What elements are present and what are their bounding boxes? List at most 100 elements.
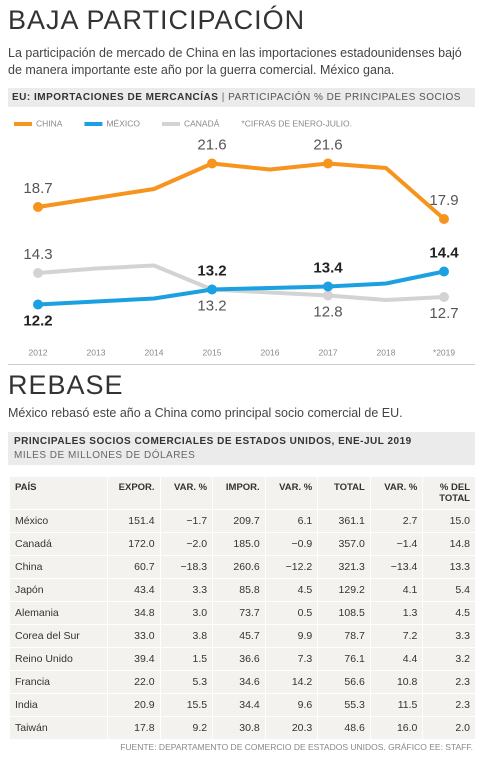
table-row: Canadá 172.0 −2.0 185.0 −0.9 357.0 −1.4 14.8 (10, 533, 476, 556)
cell: −2.0 (160, 533, 214, 556)
table-row: China 60.7 −18.3 260.6 −12.2 321.3 −13.4 13.3 (10, 556, 476, 579)
cell: 7.2 (370, 625, 424, 648)
cell: 2.3 (423, 671, 476, 694)
cell: 5.3 (160, 671, 214, 694)
point (323, 158, 333, 169)
x-tick-label: *2019 (433, 347, 455, 357)
table-subtitle: MILES DE MILLONES DE DÓLARES (14, 450, 196, 461)
column-header: % DEL TOTAL (423, 477, 476, 510)
cell: 0.5 (265, 602, 319, 625)
value-label: 14.3 (23, 246, 52, 263)
cell: 34.6 (213, 671, 266, 694)
column-header: TOTAL (318, 477, 371, 510)
point (439, 266, 449, 277)
cell: Francia (10, 671, 108, 694)
cell: 13.3 (423, 556, 476, 579)
cell: China (10, 556, 108, 579)
section-text: México rebasó este año a China como prin… (8, 406, 403, 420)
cell: 43.4 (108, 579, 161, 602)
cell: 7.3 (265, 648, 319, 671)
x-tick-label: 2017 (319, 347, 338, 357)
cell: 3.2 (423, 648, 476, 671)
point (33, 202, 43, 212)
cell: Corea del Sur (10, 625, 108, 648)
cell: Japón (10, 579, 108, 602)
title: BAJA PARTICIPACIÓN (8, 5, 306, 35)
cell: 15.0 (423, 510, 476, 533)
cell: 4.5 (265, 579, 319, 602)
cell: 1.5 (160, 648, 214, 671)
table-row: India 20.9 15.5 34.4 9.6 55.3 11.5 2.3 (10, 694, 476, 717)
cell: −13.4 (370, 556, 424, 579)
divider (8, 364, 475, 365)
chart-title: EU: IMPORTACIONES DE MERCANCÍAS (12, 92, 219, 103)
cell: India (10, 694, 108, 717)
cell: 2.7 (370, 510, 424, 533)
column-header: PAÍS (10, 477, 108, 510)
section-title: REBASE (8, 370, 124, 400)
cell: 10.8 (370, 671, 424, 694)
cell: 172.0 (108, 533, 161, 556)
chart-note: *CIFRAS DE ENERO-JULIO. (241, 118, 352, 128)
cell: Taiwán (10, 717, 108, 740)
cell: 4.4 (370, 648, 424, 671)
x-tick-label: 2016 (261, 347, 280, 357)
point (323, 290, 333, 301)
cell: 14.8 (423, 533, 476, 556)
point (207, 284, 217, 295)
cell: 34.8 (108, 602, 161, 625)
chart-header: EU: IMPORTACIONES DE MERCANCÍAS | PARTIC… (8, 88, 475, 107)
cell: 76.1 (318, 648, 371, 671)
table-row: Taiwán 17.8 9.2 30.8 20.3 48.6 16.0 2.0 (10, 717, 476, 740)
cell: 34.4 (213, 694, 266, 717)
cell: 17.8 (108, 717, 161, 740)
column-header: IMPOR. (213, 477, 266, 510)
table-header: PRINCIPALES SOCIOS COMERCIALES DE ESTADO… (8, 432, 475, 465)
x-tick-label: 2014 (145, 347, 164, 357)
cell: 15.5 (160, 694, 214, 717)
cell: −1.7 (160, 510, 214, 533)
cell: 260.6 (213, 556, 266, 579)
source: FUENTE: DEPARTAMENTO DE COMERCIO DE ESTA… (120, 742, 473, 752)
cell: −12.2 (265, 556, 319, 579)
cell: 30.8 (213, 717, 266, 740)
value-label: 13.4 (313, 259, 343, 276)
value-label: 17.9 (429, 192, 458, 209)
cell: 9.6 (265, 694, 319, 717)
cell: 357.0 (318, 533, 371, 556)
cell: 20.3 (265, 717, 319, 740)
cell: 20.9 (108, 694, 161, 717)
cell: Alemania (10, 602, 108, 625)
cell: 129.2 (318, 579, 371, 602)
cell: 14.2 (265, 671, 319, 694)
cell: 56.6 (318, 671, 371, 694)
value-label: 14.4 (429, 244, 459, 261)
column-header: VAR. % (370, 477, 424, 510)
point (33, 299, 43, 310)
cell: −1.4 (370, 533, 424, 556)
cell: 3.0 (160, 602, 214, 625)
series-line (37, 269, 445, 307)
cell: 2.0 (423, 717, 476, 740)
cell: 11.5 (370, 694, 424, 717)
table-body: México 151.4 −1.7 209.7 6.1 361.1 2.7 15.0 Canad… (10, 510, 476, 740)
cell: 85.8 (213, 579, 266, 602)
table-row: Reino Unido 39.4 1.5 36.6 7.3 76.1 4.4 3.2 (10, 648, 476, 671)
point (439, 214, 449, 224)
cell: 16.0 (370, 717, 424, 740)
cell: 108.5 (318, 602, 371, 625)
cell: 361.1 (318, 510, 371, 533)
intro: La participación de mercado de China en … (8, 46, 462, 77)
x-tick-label: 2013 (87, 347, 106, 357)
cell: −0.9 (265, 533, 319, 556)
table: PAÍS EXPOR. VAR. % IMPOR. VAR. % TOTAL VAR. %%… (10, 477, 476, 740)
cell: 4.5 (423, 602, 476, 625)
cell: 78.7 (318, 625, 371, 648)
chart-subtitle: PARTICIPACIÓN % DE PRINCIPALES SOCIOS (228, 92, 461, 103)
cell: 33.0 (108, 625, 161, 648)
x-tick-label: 2012 (29, 347, 48, 357)
cell: 6.1 (265, 510, 319, 533)
cell: 185.0 (213, 533, 266, 556)
cell: Reino Unido (10, 648, 108, 671)
